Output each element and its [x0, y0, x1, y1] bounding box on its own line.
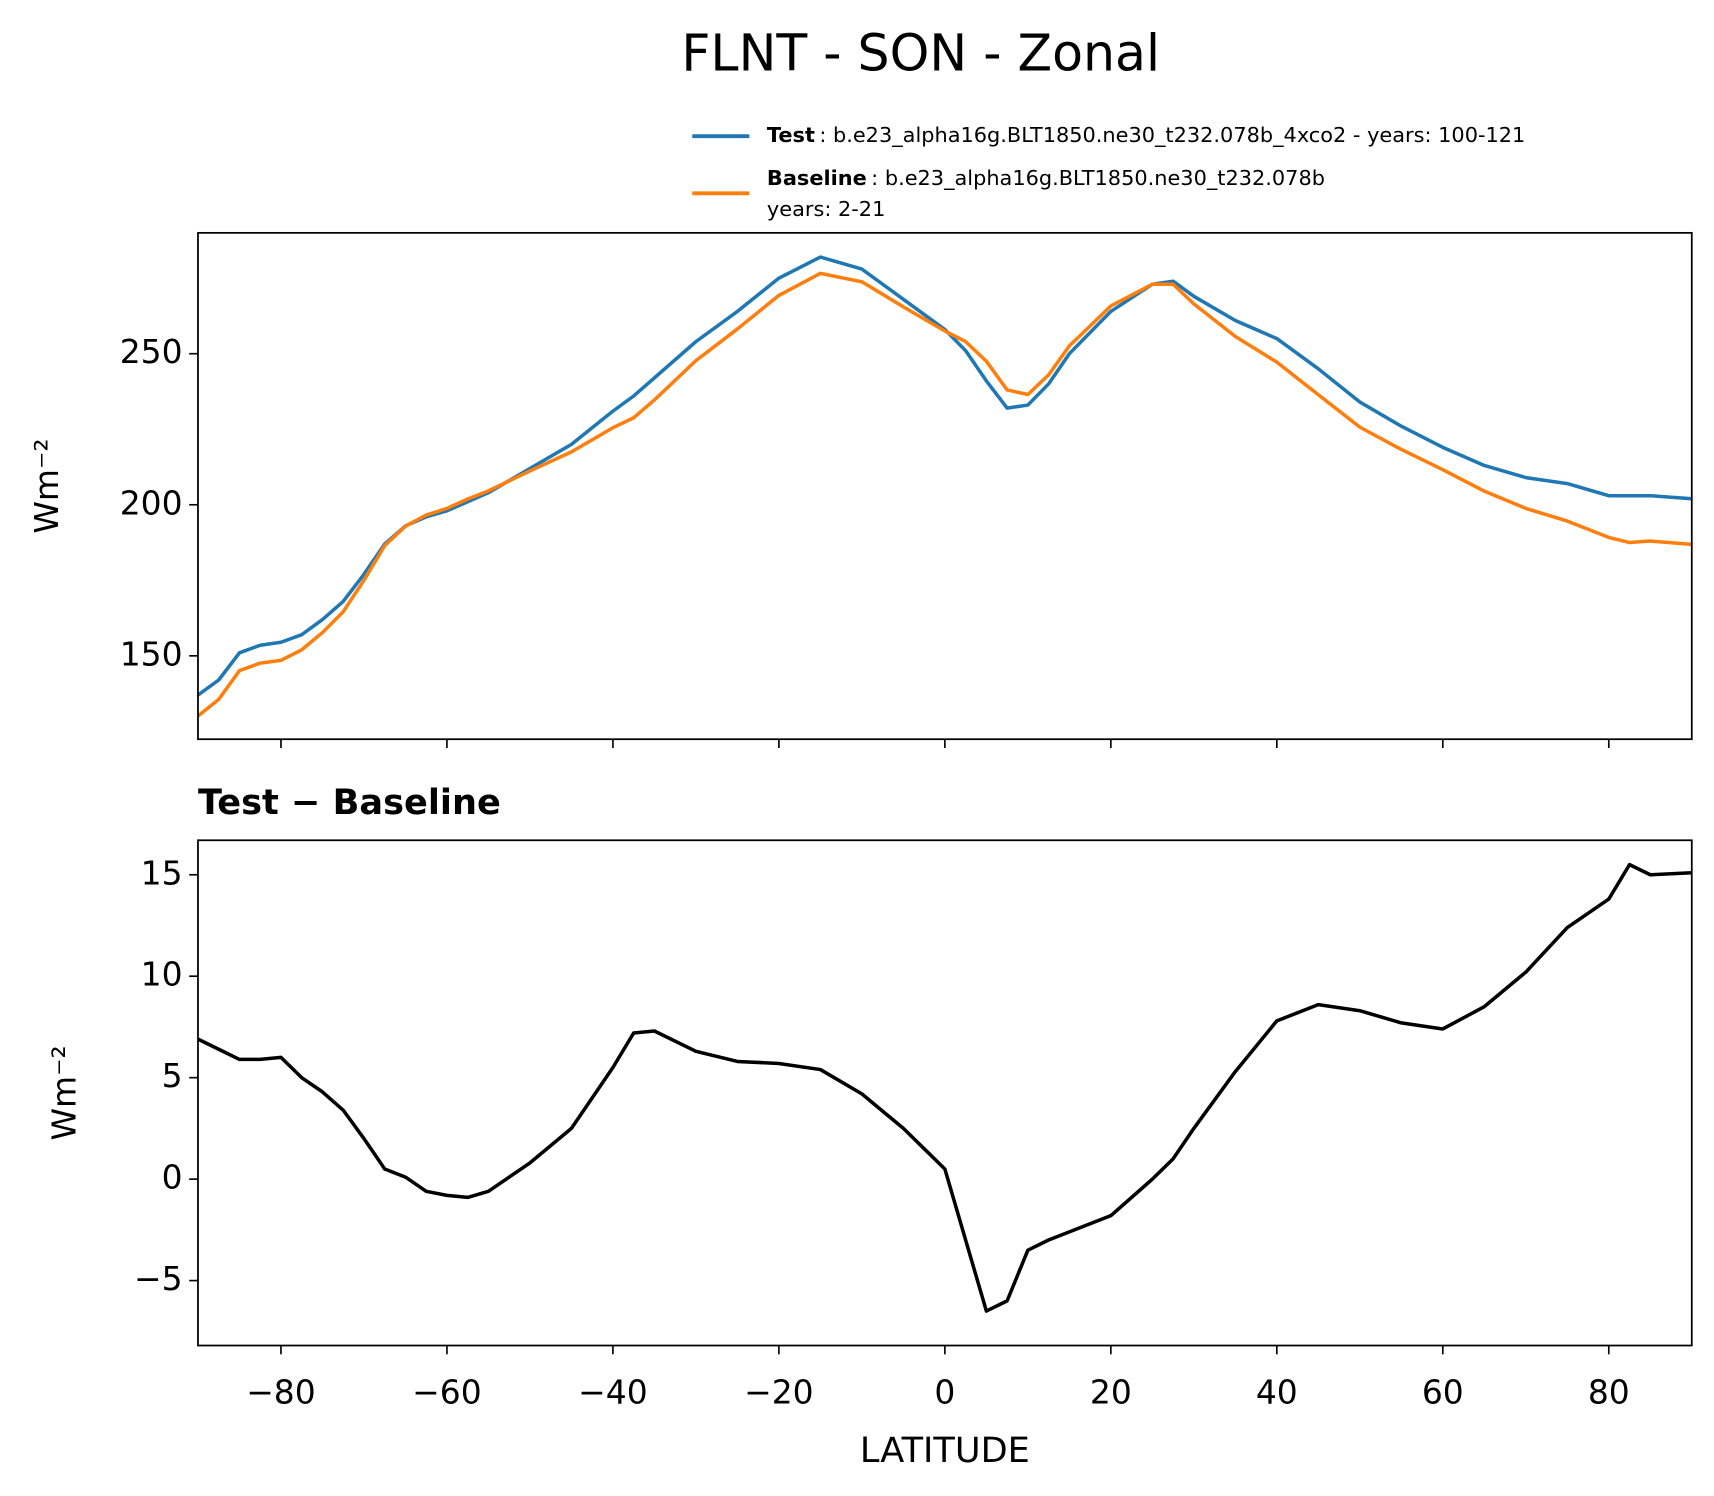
x-tick-label: −60 — [412, 1372, 482, 1411]
x-tick-label: −40 — [578, 1372, 648, 1411]
x-tick-label: 0 — [934, 1372, 955, 1411]
y-tick-label: 200 — [120, 483, 183, 522]
y-tick-label: −5 — [134, 1259, 183, 1298]
panel-title: Test − Baseline — [198, 782, 501, 823]
legend-entry: Baseline: b.e23_alpha16g.BLT1850.ne30_t2… — [767, 166, 1325, 191]
legend-label: : b.e23_alpha16g.BLT1850.ne30_t232.078b_… — [819, 123, 1525, 148]
x-tick-label: 80 — [1588, 1372, 1630, 1411]
x-tick-label: 20 — [1090, 1372, 1132, 1411]
legend-label: years: 2-21 — [767, 197, 885, 221]
legend-name: Test — [767, 123, 815, 147]
legend-label: : b.e23_alpha16g.BLT1850.ne30_t232.078b — [871, 166, 1325, 191]
legend-entry: Test: b.e23_alpha16g.BLT1850.ne30_t232.0… — [767, 123, 1525, 148]
x-tick-label: 60 — [1422, 1372, 1464, 1411]
y-tick-label: 10 — [141, 955, 183, 994]
x-tick-label: −80 — [246, 1372, 316, 1411]
data-line — [197, 255, 1692, 697]
plot-frame — [197, 231, 1693, 741]
x-tick-label: −20 — [744, 1372, 814, 1411]
y-tick-label: 5 — [162, 1056, 183, 1095]
plot-frame — [197, 839, 1693, 1347]
data-line — [197, 271, 1692, 718]
y-tick-label: 0 — [162, 1158, 183, 1197]
x-axis-label: LATITUDE — [860, 1430, 1030, 1471]
y-axis-label: Wm⁻² — [27, 438, 66, 533]
y-tick-label: 250 — [120, 332, 183, 371]
legend-name: Baseline — [767, 166, 867, 190]
figure-title: FLNT - SON - Zonal — [681, 24, 1160, 83]
y-tick-label: 150 — [120, 634, 183, 673]
x-tick-label: 40 — [1256, 1372, 1298, 1411]
data-line — [197, 862, 1692, 1313]
y-tick-label: 15 — [141, 853, 183, 892]
y-axis-label: Wm⁻² — [45, 1045, 84, 1140]
